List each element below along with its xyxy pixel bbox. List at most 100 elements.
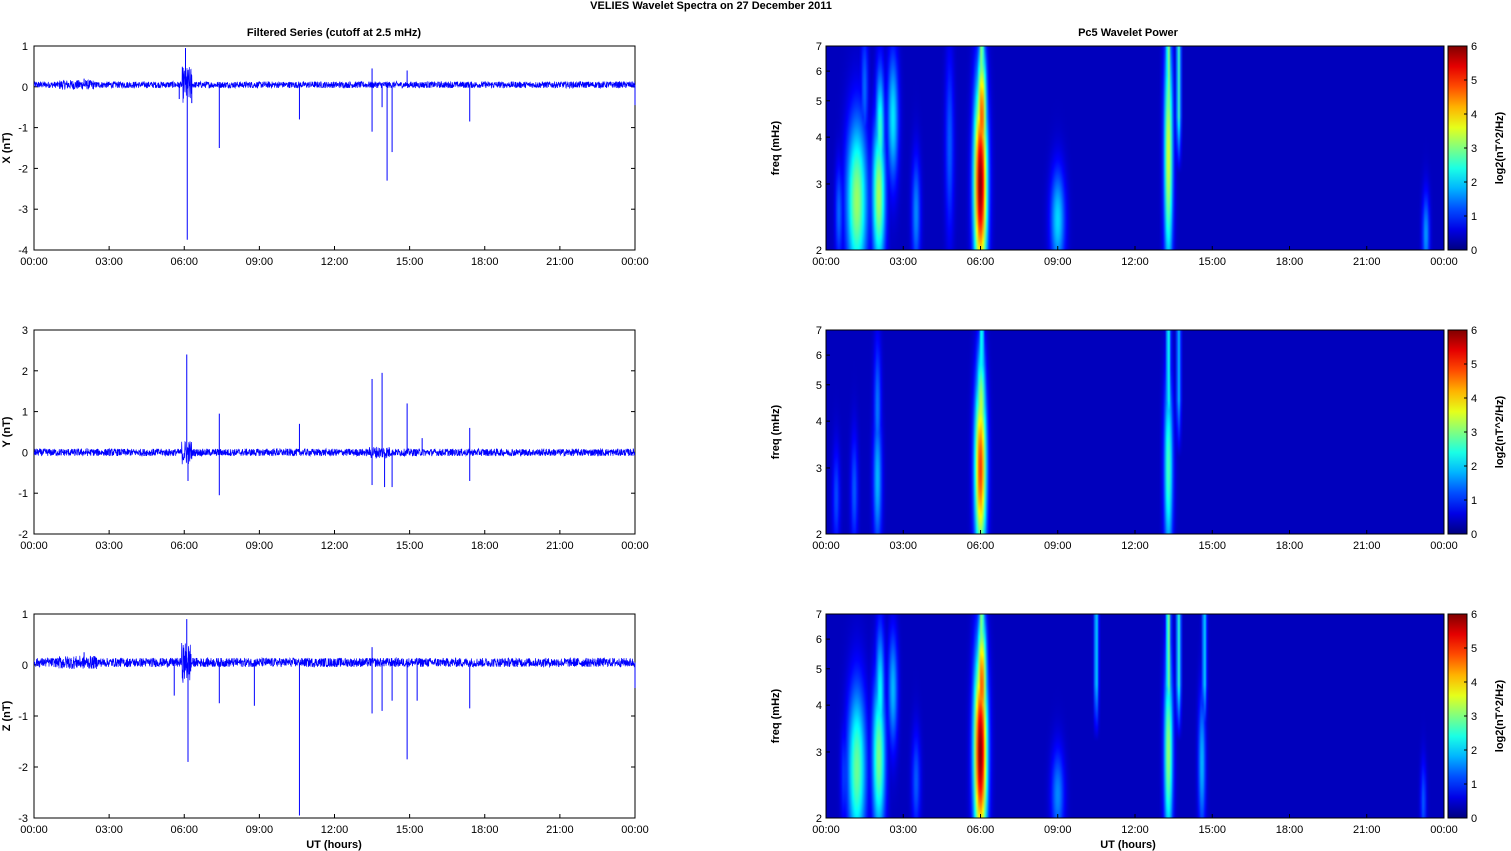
colorbar-tick-label: 1 (1471, 495, 1477, 507)
freq-axis-label: freq (mHz) (770, 120, 782, 175)
colorbar-tick-label: 2 (1471, 177, 1477, 189)
spectrum-x-tick-label: 15:00 (1198, 540, 1226, 552)
series-x-tick-label: 09:00 (246, 824, 274, 836)
panels-layer: 10-1-2-3-400:00 03:00 06:00 09:00 12:00 15:00… (1, 41, 1506, 836)
colorbar-tick-label: 5 (1471, 75, 1477, 87)
freq-tick-label: 7 (816, 609, 822, 621)
y-tick-label: 1 (22, 41, 28, 53)
spectrum-x-tick-label: 21:00 (1353, 256, 1381, 268)
spectrum-x-tick-label: 03:00 (889, 256, 917, 268)
y-tick-label: -2 (18, 529, 28, 541)
series-x-tick-label: 18:00 (471, 824, 499, 836)
right-column-title: Pc5 Wavelet Power (1078, 27, 1179, 39)
freq-tick-label: 5 (816, 96, 822, 108)
colorbar-tick-label: 4 (1471, 109, 1477, 121)
colorbar-tick-label: 2 (1471, 745, 1477, 757)
y-tick-label: -1 (18, 711, 28, 723)
freq-tick-label: 4 (816, 416, 822, 428)
freq-tick-label: 4 (816, 132, 822, 144)
colorbar-label: log2(nT^2/Hz) (1494, 111, 1506, 184)
colorbar-tick-label: 6 (1471, 325, 1477, 337)
colorbar-tick-label: 1 (1471, 779, 1477, 791)
series-x-tick-label: 00:00 (20, 824, 48, 836)
y-tick-label: 3 (22, 325, 28, 337)
series-x-tick-label: 03:00 (95, 540, 123, 552)
spectrum-x-tick-label: 00:00 (1430, 540, 1458, 552)
freq-tick-label: 3 (816, 747, 822, 759)
y-tick-label: -1 (18, 123, 28, 135)
freq-tick-label: 6 (816, 350, 822, 362)
series-x-tick-label: 00:00 (20, 256, 48, 268)
colorbar-tick-label: 3 (1471, 143, 1477, 155)
spectrum-x-tick-label: 18:00 (1276, 540, 1304, 552)
series-x-tick-label: 00:00 (621, 824, 649, 836)
series-x-tick-label: 21:00 (546, 824, 574, 836)
freq-axis-label: freq (mHz) (770, 404, 782, 459)
freq-tick-label: 7 (816, 325, 822, 337)
freq-tick-label: 5 (816, 380, 822, 392)
series-x-tick-label: 18:00 (471, 540, 499, 552)
spectrum-x-tick-label: 06:00 (967, 824, 995, 836)
spectrum-x-tick-label: 15:00 (1198, 256, 1226, 268)
colorbar-label: log2(nT^2/Hz) (1494, 679, 1506, 752)
y-axis-label: Z (nT) (1, 700, 13, 731)
filtered-series-panel-1: 10-1-2-3-400:00 03:00 06:00 09:00 12:00 15:00… (1, 41, 649, 268)
spectrum-x-tick-label: 21:00 (1353, 540, 1381, 552)
series-x-tick-label: 06:00 (170, 256, 198, 268)
series-trace (34, 642, 635, 683)
filtered-series-panel-3: 10-1-2-300:00 03:00 06:00 09:00 12:00 15:00 18… (1, 609, 649, 836)
figure-suptitle: VELIES Wavelet Spectra on 27 December 20… (590, 0, 832, 12)
series-x-tick-label: 15:00 (396, 824, 424, 836)
spectrum-x-tick-label: 18:00 (1276, 824, 1304, 836)
freq-tick-label: 5 (816, 664, 822, 676)
freq-tick-label: 6 (816, 66, 822, 78)
series-x-tick-label: 21:00 (546, 256, 574, 268)
left-column-title: Filtered Series (cutoff at 2.5 mHz) (247, 27, 422, 39)
freq-axis-label: freq (mHz) (770, 688, 782, 743)
freq-tick-label: 2 (816, 813, 822, 825)
plot-frame (33, 45, 636, 251)
plot-frame (33, 329, 636, 535)
freq-tick-label: 3 (816, 179, 822, 191)
spectrum-x-tick-label: 12:00 (1121, 256, 1149, 268)
y-tick-label: 1 (22, 407, 28, 419)
y-tick-label: -4 (18, 245, 28, 257)
y-tick-label: 1 (22, 609, 28, 621)
series-x-tick-label: 12:00 (321, 540, 349, 552)
colorbar-tick-label: 5 (1471, 643, 1477, 655)
spectrum-x-tick-label: 00:00 (1430, 256, 1458, 268)
colorbar-label: log2(nT^2/Hz) (1494, 395, 1506, 468)
series-x-tick-label: 00:00 (621, 256, 649, 268)
colorbar-tick-label: 2 (1471, 461, 1477, 473)
series-x-tick-label: 15:00 (396, 256, 424, 268)
colorbar-tick-label: 6 (1471, 41, 1477, 53)
colorbar-tick-label: 6 (1471, 609, 1477, 621)
colorbar-tick-label: 3 (1471, 427, 1477, 439)
spectrum-x-tick-label: 12:00 (1121, 824, 1149, 836)
spectrum-x-tick-label: 09:00 (1044, 824, 1072, 836)
y-tick-label: 2 (22, 366, 28, 378)
freq-tick-label: 3 (816, 463, 822, 475)
series-x-tick-label: 12:00 (321, 824, 349, 836)
series-x-tick-label: 15:00 (396, 540, 424, 552)
spectrum-x-tick-label: 09:00 (1044, 540, 1072, 552)
colorbar-tick-label: 0 (1471, 245, 1477, 257)
y-axis-label: Y (nT) (1, 416, 13, 447)
spectrogram-image (826, 46, 1444, 250)
colorbar-tick-label: 5 (1471, 359, 1477, 371)
spectrum-x-tick-label: 06:00 (967, 256, 995, 268)
y-tick-label: -2 (18, 762, 28, 774)
spectrum-x-tick-label: 00:00 (812, 256, 840, 268)
freq-tick-label: 7 (816, 41, 822, 53)
spectrum-x-tick-label: 03:00 (889, 540, 917, 552)
colorbar-tick-label: 0 (1471, 529, 1477, 541)
y-axis-label: X (nT) (1, 132, 13, 163)
series-x-tick-label: 06:00 (170, 540, 198, 552)
spectrum-x-tick-label: 18:00 (1276, 256, 1304, 268)
spectrum-x-tick-label: 00:00 (1430, 824, 1458, 836)
y-tick-label: -1 (18, 488, 28, 500)
